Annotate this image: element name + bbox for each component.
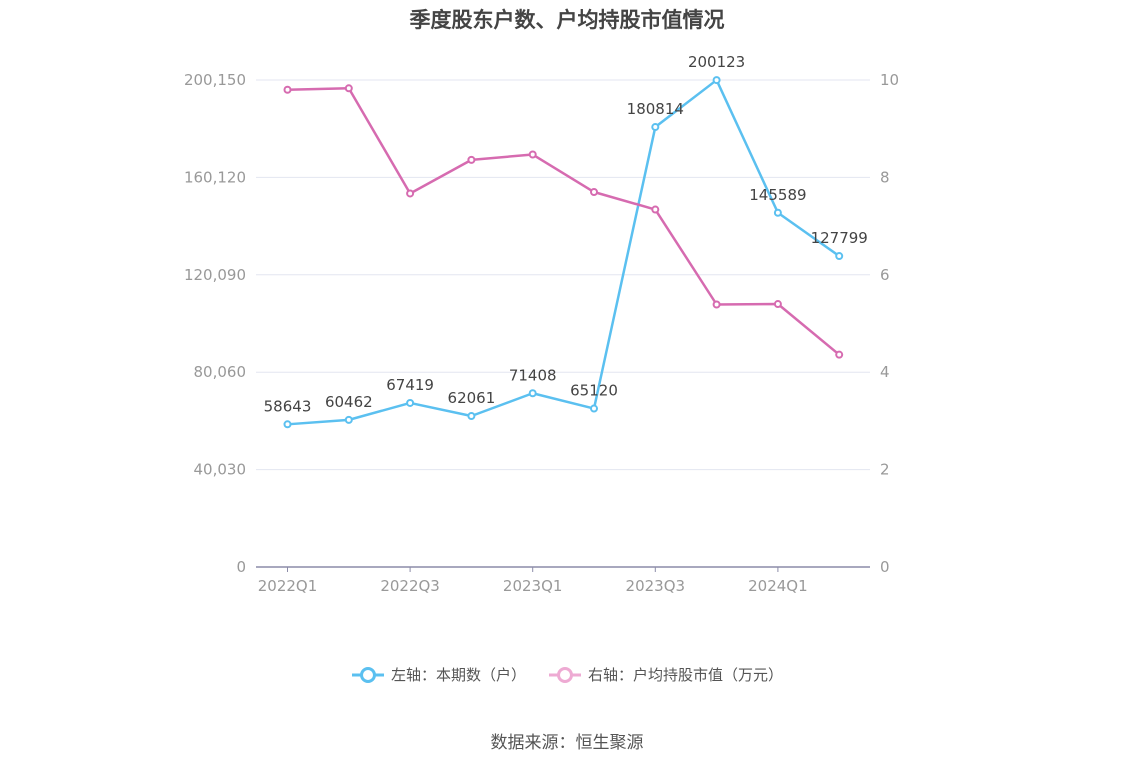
data-label: 145589 [749,186,806,204]
data-point-right [467,155,476,164]
data-label: 180814 [627,100,684,118]
data-label: 62061 [448,389,496,407]
left-axis-tick-label: 160,120 [184,168,246,186]
legend: 左轴：本期数（户） 右轴：户均持股市值（万元） [0,664,1134,685]
x-axis-tick-label: 2023Q3 [626,577,686,595]
left-axis-tick-label: 200,150 [184,71,246,89]
data-point-right [773,300,782,309]
right-axis-tick-label: 6 [880,266,890,284]
data-point-left [344,415,353,424]
legend-item-left-series[interactable]: 左轴：本期数（户） [351,664,526,685]
left-axis-tick-label: 0 [236,558,246,576]
data-point-left [467,411,476,420]
data-point-right [406,189,415,198]
data-point-right [528,150,537,159]
series-line-left [287,78,840,426]
data-point-left [835,252,844,261]
right-axis-tick-label: 2 [880,461,890,479]
right-axis-tick-label: 4 [880,363,890,381]
data-label: 65120 [570,382,618,400]
data-point-right [283,85,292,94]
left-axis-tick-label: 120,090 [184,266,246,284]
data-point-right [712,300,721,309]
data-point-left [528,389,537,398]
right-axis-tick-label: 10 [880,71,899,89]
data-label: 200123 [688,53,745,71]
data-point-left [590,404,598,413]
data-point-left [651,123,660,132]
legend-item-right-series[interactable]: 右轴：户均持股市值（万元） [548,664,783,685]
left-axis-tick-label: 40,030 [194,461,247,479]
right-axis-tick-label: 0 [880,558,890,576]
data-label: 58643 [264,397,312,415]
data-point-left [773,208,782,217]
x-axis-tick-label: 2022Q1 [258,577,318,595]
data-source: 数据来源：恒生聚源 [490,733,644,753]
data-label: 67419 [386,376,434,394]
left-axis-tick-label: 80,060 [194,363,247,381]
data-point-right [344,84,353,93]
x-axis-tick-label: 2024Q1 [748,577,808,595]
series-line-right [287,87,840,356]
legend-label-left-series: 左轴：本期数（户） [390,666,526,684]
data-point-left [712,76,721,85]
data-point-left [283,420,292,429]
data-point-right [835,350,844,359]
data-label: 127799 [811,229,868,247]
chart-title: 季度股东户数、户均持股市值情况 [409,8,725,32]
x-axis-tick-label: 2023Q1 [503,577,563,595]
data-point-right [590,188,598,197]
data-point-right [651,205,660,214]
x-axis-tick-label: 2022Q3 [380,577,440,595]
data-point-left [406,398,415,407]
legend-label-right-series: 右轴：户均持股市值（万元） [588,666,784,684]
right-axis-tick-label: 8 [880,168,890,186]
legend-line-circle-icon [351,666,384,683]
data-label: 71408 [509,366,557,384]
legend-line-circle-icon [549,666,581,683]
data-label: 60462 [325,393,373,411]
